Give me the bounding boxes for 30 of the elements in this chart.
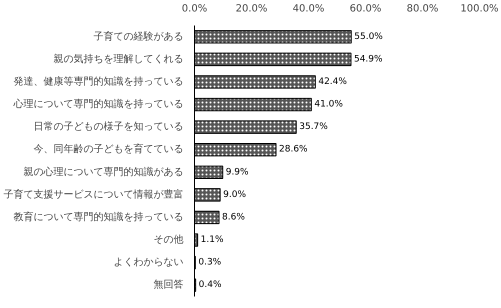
y-tick-label: 発達、健康等専門的知識を持っている bbox=[14, 75, 184, 88]
y-tick-label: 親の気持ちを理解してくれる bbox=[54, 52, 184, 65]
data-label: 54.9% bbox=[354, 54, 384, 64]
data-label: 42.4% bbox=[318, 76, 348, 87]
data-label: 35.7% bbox=[299, 122, 328, 132]
y-tick-label: 無回答 bbox=[154, 278, 184, 291]
x-tick-label: 80.0% bbox=[406, 4, 438, 14]
y-tick-label: その他 bbox=[154, 234, 184, 246]
x-tick-label: 0.0% bbox=[182, 4, 208, 14]
x-tick-label: 100.0% bbox=[460, 4, 499, 14]
y-tick-label: 子育ての経験がある bbox=[94, 30, 184, 42]
data-label: 0.4% bbox=[198, 280, 222, 290]
y-tick-label: よくわからない bbox=[114, 257, 184, 268]
y-tick-label: 今、同年齢の子どもを育てている bbox=[34, 143, 184, 156]
x-tick-label: 20.0% bbox=[236, 4, 268, 14]
x-tick-label: 60.0% bbox=[350, 4, 382, 14]
y-tick-label: 親の心理について専門的知識がある bbox=[24, 166, 184, 178]
x-tick-label: 40.0% bbox=[292, 4, 324, 14]
y-tick-label: 教育について専門的知識を持っている bbox=[14, 210, 184, 223]
data-label: 8.6% bbox=[222, 212, 246, 222]
y-tick-label: 日常の子どもの様子を知っている bbox=[34, 120, 184, 133]
y-tick-label: 心理について専門的知識を持っている bbox=[12, 98, 184, 110]
data-label: 0.3% bbox=[198, 258, 222, 268]
data-label: 1.1% bbox=[200, 235, 224, 246]
data-label: 28.6% bbox=[279, 144, 308, 155]
data-label: 41.0% bbox=[314, 100, 344, 110]
y-tick-label: 子育て支援サービスについて情報が豊富 bbox=[4, 188, 184, 200]
data-label: 55.0% bbox=[354, 32, 384, 42]
data-label: 9.0% bbox=[223, 190, 246, 200]
data-label: 9.9% bbox=[226, 167, 250, 178]
